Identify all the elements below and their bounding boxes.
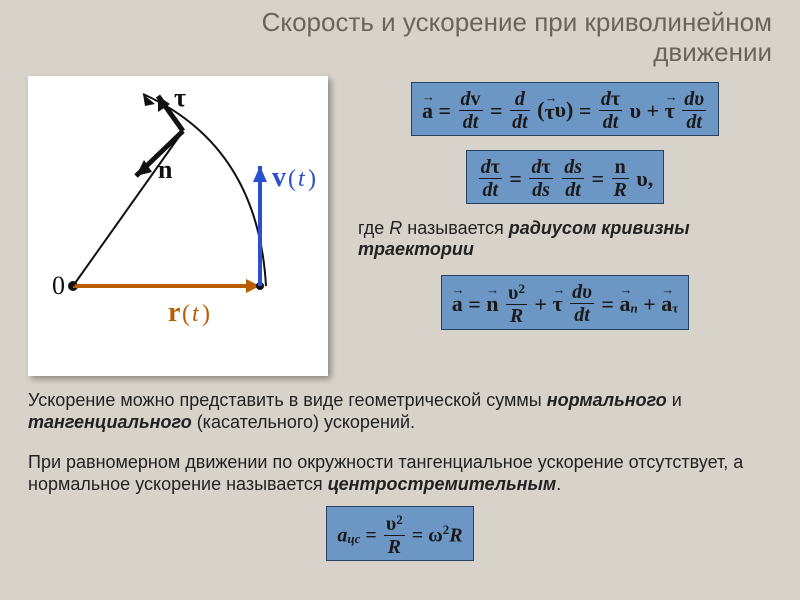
svg-text:(: ( <box>288 166 296 192</box>
formula-2: dτdt = dτds dsdt = nR υ, <box>466 150 665 204</box>
svg-text:(: ( <box>182 301 190 327</box>
label-n: n <box>158 155 173 184</box>
formula-4: aцс = υ2R = ω2R <box>326 506 473 561</box>
svg-text:): ) <box>308 166 316 192</box>
title-line-1: Скорость и ускорение при криволинейном <box>262 7 772 37</box>
label-tau: τ <box>174 83 186 112</box>
formula-column: →a = dvdt = ddt (→τυ) = dτdt υ + →τ dυdt… <box>328 76 772 344</box>
content-row: 0 r ( t ) v ( t ) τ n →a = dvdt = d <box>28 76 772 376</box>
label-r: r <box>168 297 180 328</box>
label-origin: 0 <box>52 271 65 300</box>
formula-1-row: →a = dvdt = ddt (→τυ) = dτdt υ + →τ dυdt <box>358 82 772 136</box>
formula-3: →a = →n υ2R + →τ dυdt = →an + →aτ <box>441 275 690 330</box>
label-v: v <box>272 162 286 193</box>
caption-radius: где R называется радиусом кривизны траек… <box>358 218 772 261</box>
paragraph-1: Ускорение можно представить в виде геоме… <box>28 390 772 434</box>
slide-title: Скорость и ускорение при криволинейном д… <box>28 8 772 68</box>
svg-text:): ) <box>202 301 210 327</box>
vector-diagram: 0 r ( t ) v ( t ) τ n <box>28 76 328 376</box>
paragraph-2: При равномерном движении по окружности т… <box>28 452 772 496</box>
formula-4-row: aцс = υ2R = ω2R <box>28 506 772 561</box>
formula-2-row: dτdt = dτds dsdt = nR υ, <box>358 150 772 204</box>
formula-3-row: →a = →n υ2R + →τ dυdt = →an + →aτ <box>358 275 772 330</box>
formula-1: →a = dvdt = ddt (→τυ) = dτdt υ + →τ dυdt <box>411 82 719 136</box>
title-line-2: движении <box>653 37 772 67</box>
svg-text:t: t <box>298 166 306 192</box>
svg-text:t: t <box>192 301 200 327</box>
